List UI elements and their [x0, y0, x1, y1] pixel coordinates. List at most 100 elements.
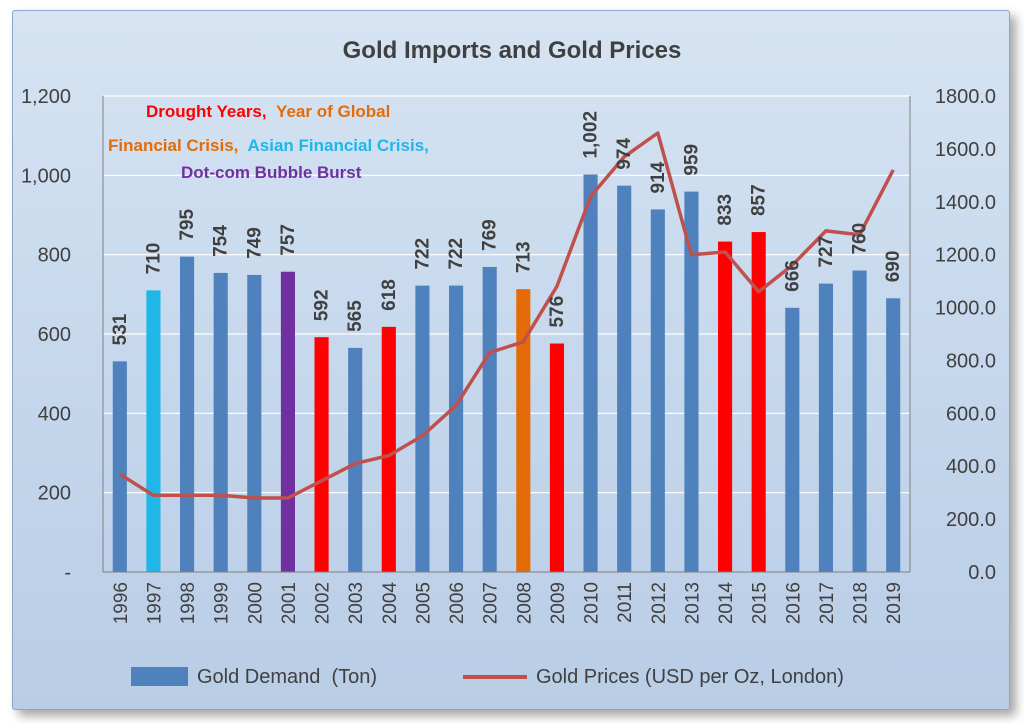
- x-axis-tick-label: 1997: [144, 582, 165, 624]
- right-axis-tick-label: 1400.0: [935, 192, 996, 214]
- x-axis-tick-label: 2007: [481, 582, 502, 624]
- bar: [314, 337, 329, 572]
- bar: [549, 343, 564, 572]
- axes: - 200 400 600 800 1,000 1,200 0.0 200.0 400.0 600.…: [21, 86, 996, 624]
- bar-data-label: 974: [614, 138, 635, 170]
- bar: [146, 290, 161, 572]
- annotation-line-2: Financial Crisis, Asian Financial Crisis…: [108, 136, 429, 155]
- bar: [482, 266, 497, 572]
- right-axis-tick-label: 1800.0: [935, 86, 996, 108]
- x-axis-tick-label: 2019: [884, 582, 905, 624]
- x-axis-tick-label: 1996: [111, 582, 132, 624]
- bar-data-label: 959: [681, 144, 702, 176]
- bar: [751, 232, 766, 572]
- x-axis-tick-label: 2005: [413, 582, 434, 624]
- bar-data-label: 727: [816, 236, 837, 268]
- bar-data-label: 914: [648, 161, 669, 193]
- bar: [886, 298, 901, 572]
- x-axis-tick-label: 2003: [346, 582, 367, 624]
- bar-data-label: 618: [379, 279, 400, 311]
- bar-data-label: 795: [177, 209, 198, 241]
- data-labels: 531 710 795 754 749 757 592 565 618 722 722 769 713 5…: [110, 111, 904, 345]
- bar-data-label: 531: [110, 313, 131, 345]
- bar-data-label: 690: [883, 251, 904, 283]
- price-line: [118, 131, 895, 500]
- bar: [684, 191, 699, 572]
- bar-data-label: 769: [480, 219, 501, 251]
- x-axis-tick-label: 2006: [447, 582, 468, 624]
- chart-title: Gold Imports and Gold Prices: [343, 37, 682, 64]
- bar: [348, 347, 363, 572]
- bar-data-label: 757: [278, 224, 299, 256]
- x-axis-tick-label: 2002: [313, 582, 334, 624]
- bar: [112, 361, 127, 572]
- bar-data-label: 722: [412, 238, 433, 270]
- bar: [818, 283, 833, 572]
- bar-data-label: 749: [244, 227, 265, 259]
- bar: [247, 274, 262, 572]
- x-axis-tick-label: 1998: [178, 582, 199, 624]
- x-axis-tick-label: 2015: [750, 582, 771, 624]
- bar-data-label: 565: [345, 300, 366, 332]
- bar-data-label: 760: [850, 223, 871, 255]
- price-line-series: [118, 131, 895, 500]
- legend: Gold Demand (Ton) Gold Prices (USD per O…: [131, 666, 844, 688]
- annotation-line-3: Dot-com Bubble Burst: [181, 163, 362, 182]
- legend-label-price: Gold Prices (USD per Oz, London): [536, 666, 844, 688]
- x-axis-tick-label: 2011: [615, 582, 636, 623]
- left-axis-tick-label: -: [64, 562, 71, 584]
- bar: [280, 271, 295, 572]
- annotation-line-1: Drought Years, Year of Global: [146, 102, 390, 121]
- bar-data-label: 833: [715, 194, 736, 226]
- bar-data-label: 592: [312, 289, 333, 321]
- annotation-dotcom: Dot-com Bubble Burst: [181, 163, 362, 182]
- bar: [516, 289, 531, 572]
- left-axis-tick-label: 200: [38, 483, 71, 505]
- bar: [381, 326, 396, 572]
- bar-data-label: 722: [446, 238, 467, 270]
- x-axis-tick-label: 2017: [817, 582, 838, 624]
- bar-series: [112, 174, 901, 573]
- left-axis-tick-label: 1,000: [21, 165, 71, 187]
- annotation-global-crisis-b: Financial Crisis,: [108, 136, 238, 155]
- bar-data-label: 576: [547, 296, 568, 328]
- annotation-drought: Drought Years,: [146, 102, 267, 121]
- x-axis-tick-label: 2004: [380, 582, 401, 625]
- x-axis-tick-label: 1999: [212, 582, 233, 624]
- left-axis-tick-label: 1,200: [21, 86, 71, 108]
- left-axis-tick-label: 400: [38, 403, 71, 425]
- bar-data-label: 710: [143, 243, 164, 275]
- bar: [617, 185, 632, 572]
- bar: [852, 270, 867, 572]
- left-axis-tick-label: 800: [38, 245, 71, 267]
- x-axis-tick-label: 2014: [716, 582, 737, 625]
- legend-label-demand: Gold Demand (Ton): [197, 666, 377, 688]
- bar: [785, 307, 800, 572]
- bar: [180, 256, 195, 572]
- bar: [718, 241, 733, 572]
- right-axis-tick-label: 400.0: [946, 456, 996, 478]
- x-axis-tick-label: 2010: [582, 582, 603, 624]
- bar-data-label: 1,002: [581, 111, 602, 159]
- bar-data-label: 857: [749, 184, 770, 216]
- x-axis-tick-label: 2009: [548, 582, 569, 624]
- left-axis-tick-label: 600: [38, 324, 71, 346]
- right-axis-tick-label: 1200.0: [935, 245, 996, 267]
- x-axis-tick-label: 2001: [279, 582, 300, 624]
- right-axis-tick-label: 1000.0: [935, 298, 996, 320]
- x-axis-tick-label: 2018: [851, 582, 872, 624]
- x-axis-tick-label: 2016: [783, 582, 804, 624]
- right-axis-tick-label: 200.0: [946, 509, 996, 531]
- bar-data-label: 713: [513, 241, 534, 273]
- annotation-asian-crisis: Asian Financial Crisis,: [247, 136, 428, 155]
- bar: [213, 272, 228, 572]
- right-axis-tick-label: 800.0: [946, 350, 996, 372]
- bar-data-label: 666: [782, 260, 803, 292]
- bar-data-label: 754: [211, 225, 232, 257]
- chart-frame: [12, 10, 1010, 710]
- bar: [415, 285, 430, 572]
- bar: [583, 174, 598, 573]
- x-axis-tick-label: 2013: [682, 582, 703, 624]
- x-axis-tick-label: 2000: [245, 582, 266, 624]
